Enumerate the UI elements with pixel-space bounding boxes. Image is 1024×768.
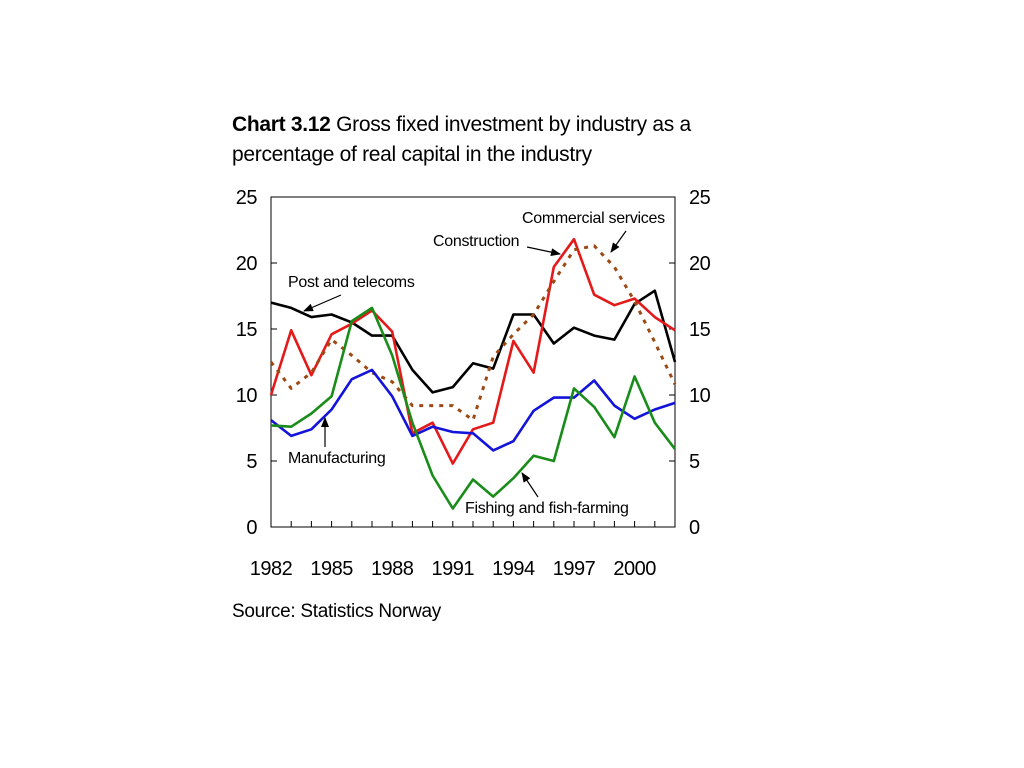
y-axis-ticks: 0 0 5 5 10 10 15 15 20 20 25 25 [236, 187, 711, 539]
annotation-label-manufacturing: Manufacturing [288, 450, 386, 467]
series-line-post-and-telecoms [270, 289, 677, 394]
source-note: Source: Statistics Norway [232, 601, 441, 622]
chart-title: Chart 3.12 Gross fixed investment by ind… [232, 110, 732, 170]
annotation-arrow-post-and-telecoms [303, 294, 342, 312]
y-tick-label-right: 10 [689, 385, 711, 407]
x-tick-label: 1988 [371, 558, 414, 580]
annotation-label-commercial-services: Commercial services [522, 210, 665, 227]
y-tick-label-left: 10 [236, 385, 258, 407]
annotation-arrow-fishing-and-fish-farming [521, 472, 539, 498]
x-tick-label: 1997 [553, 558, 596, 580]
y-tick-label-left: 20 [236, 253, 258, 275]
y-tick-label-right: 15 [689, 319, 711, 341]
y-tick-label-left: 5 [246, 451, 257, 473]
y-tick-label-left: 25 [236, 187, 258, 209]
annotation-label-post-and-telecoms: Post and telecoms [288, 274, 415, 291]
chart-number: Chart 3.12 [232, 113, 331, 136]
series-line-manufacturing [270, 368, 676, 452]
y-tick-label-right: 25 [689, 187, 711, 209]
x-tick-label: 1982 [250, 558, 293, 580]
annotation-label-fishing-and-fish-farming: Fishing and fish-farming [465, 500, 629, 517]
annotation-arrow-construction [526, 246, 561, 257]
y-tick-label-right: 20 [689, 253, 711, 275]
x-tick-label: 1991 [432, 558, 475, 580]
x-tick-label: 2000 [613, 558, 656, 580]
annotation-label-construction: Construction [433, 233, 519, 250]
x-tick-label: 1985 [310, 558, 353, 580]
x-axis-ticks: 1982 1985 1988 1991 1994 1997 2000 [250, 521, 657, 580]
y-tick-label-left: 0 [246, 517, 257, 539]
annotation-arrow-commercial-services [610, 230, 627, 253]
y-tick-label-right: 0 [689, 517, 700, 539]
y-tick-label-left: 15 [236, 319, 258, 341]
series-line-construction [269, 237, 676, 465]
series-line-fishing-and-fish-farming [270, 306, 677, 510]
chart-title-text: Gross fixed investment by industry as a … [232, 113, 691, 166]
y-tick-label-right: 5 [689, 451, 700, 473]
series-group [269, 237, 677, 510]
x-tick-label: 1994 [492, 558, 535, 580]
